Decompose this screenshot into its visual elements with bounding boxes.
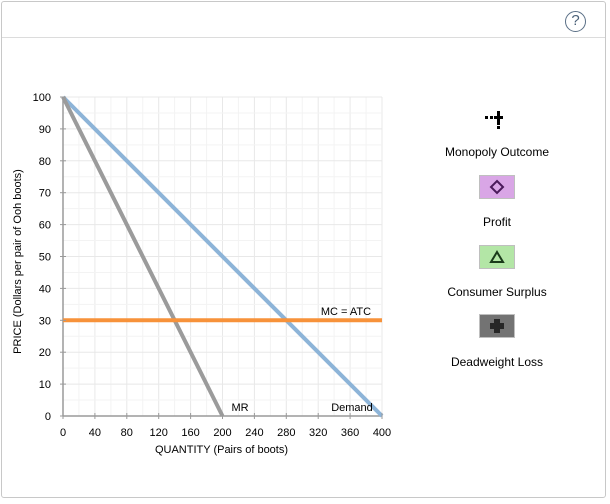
chart-ticks: 0 40 80 120 160 200 240 280 320 360 400 0 10 20 30 40 50… [33,92,392,439]
y-tick-label: 20 [39,347,51,359]
y-tick-label: 80 [39,156,51,168]
y-tick-label: 100 [33,92,51,104]
x-tick-label: 160 [181,427,199,439]
tool-label-deadweight-loss: Deadweight Loss [450,355,544,369]
y-tick-label: 30 [39,315,51,327]
y-tick-label: 40 [39,283,51,295]
y-tick-label: 0 [45,411,51,423]
y-tick-label: 90 [39,124,51,136]
cross-plus-icon [485,111,503,129]
help-button[interactable]: ? [565,11,586,32]
x-tick-label: 40 [89,427,101,439]
x-tick-label: 280 [277,427,295,439]
tool-label-monopoly-outcome: Monopoly Outcome [444,145,550,159]
plus-icon [490,319,504,333]
x-tick-label: 360 [341,427,359,439]
x-tick-label: 0 [60,427,66,439]
tool-label-consumer-surplus: Consumer Surplus [447,285,547,299]
chart-labels: QUANTITY (Pairs of boots) PRICE (Dollars … [12,169,373,456]
diamond-icon [489,179,505,195]
tool-consumer-surplus[interactable] [479,245,515,269]
x-axis-label: QUANTITY (Pairs of boots) [155,444,288,456]
x-tick-label: 240 [245,427,263,439]
x-tick-label: 320 [309,427,327,439]
series-line-mr [61,96,225,417]
series-line-demand [61,95,384,418]
panel-toolbar: ? [2,2,605,38]
y-axis-label: PRICE (Dollars per pair of Ooh boots) [12,169,24,354]
x-tick-label: 120 [150,427,168,439]
label-mr: MR [231,402,248,414]
tool-monopoly-outcome[interactable] [481,106,509,132]
y-tick-label: 10 [39,379,51,391]
x-tick-label: 400 [373,427,391,439]
x-tick-label: 80 [121,427,133,439]
triangle-icon [489,250,505,263]
chart-series [61,95,384,418]
tool-profit[interactable] [479,175,515,199]
tool-deadweight-loss[interactable] [479,314,515,338]
y-tick-label: 70 [39,188,51,200]
y-tick-label: 60 [39,220,51,232]
x-tick-label: 200 [213,427,231,439]
label-mc-atc: MC = ATC [321,306,371,318]
label-demand: Demand [331,402,373,414]
tool-label-profit: Profit [482,215,512,229]
y-tick-label: 50 [39,252,51,264]
